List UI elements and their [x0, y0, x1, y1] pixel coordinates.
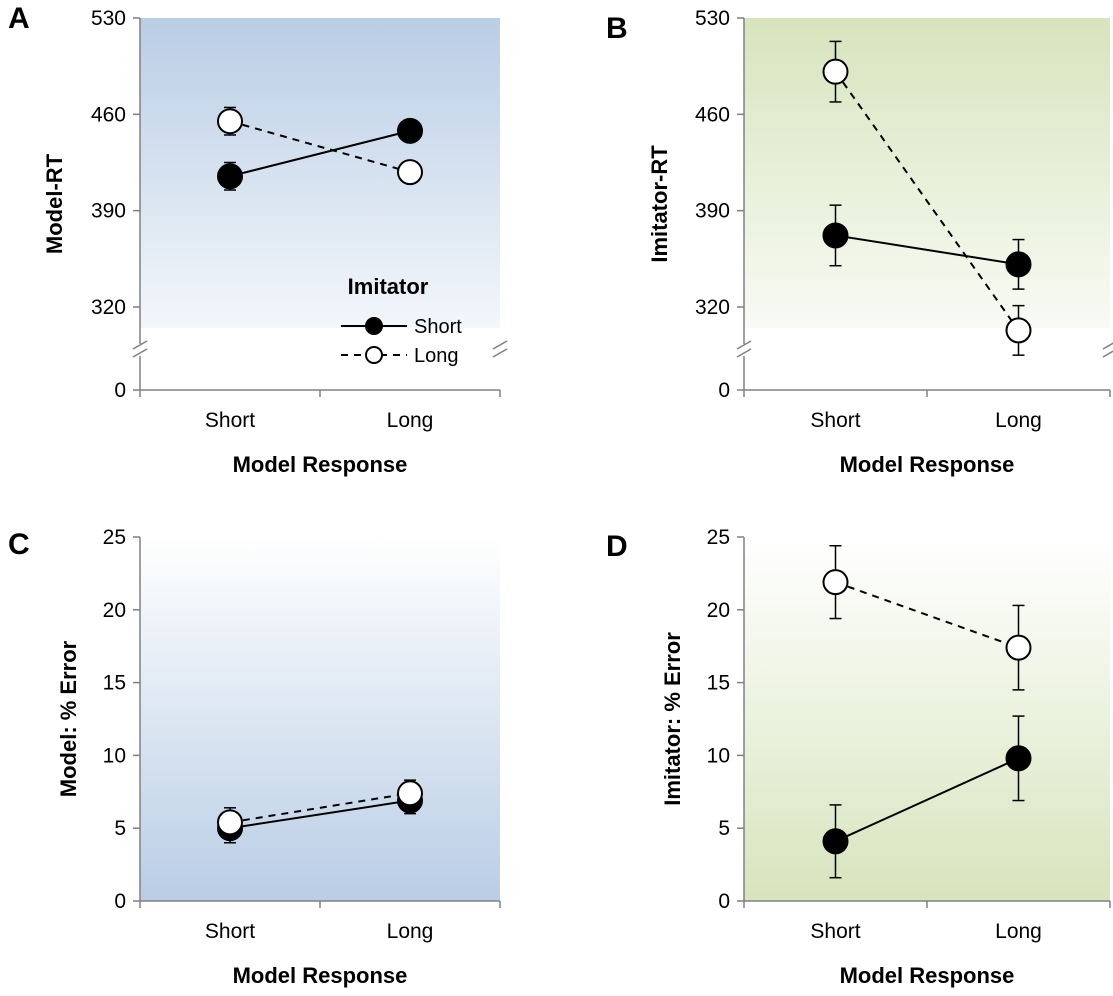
y-tick-label: 0 — [718, 890, 730, 913]
data-point — [217, 163, 243, 190]
y-tick-label: 0 — [114, 890, 126, 913]
legend-title: Imitator — [348, 274, 429, 299]
x-tick-label: Long — [995, 920, 1042, 943]
axis-break-mark — [736, 348, 752, 358]
y-axis-title: Imitator-RT — [647, 145, 672, 263]
x-tick-label: Short — [810, 920, 860, 943]
axis-break-mark — [132, 348, 148, 358]
series-line — [229, 792, 411, 824]
series-line — [229, 120, 411, 174]
x-axis-title: Model Response — [840, 963, 1015, 988]
y-tick-label: 390 — [91, 200, 126, 223]
data-point — [822, 222, 849, 249]
y-axis-title: Imitator: % Error — [660, 632, 685, 806]
data-point — [1005, 634, 1032, 661]
series-short — [829, 204, 1025, 290]
y-tick-label: 460 — [91, 103, 126, 126]
y-tick-label: 0 — [718, 379, 730, 402]
panel-c: 0 5 10 15 20 25 Short Long Model Response Model: … — [8, 526, 501, 988]
series-line — [834, 71, 1020, 331]
x-tick-label: Long — [387, 409, 434, 432]
data-point — [1005, 251, 1032, 278]
x-axis-title: Model Response — [840, 452, 1015, 477]
y-tick-label: 320 — [695, 296, 730, 319]
y-tick-label: 20 — [707, 599, 730, 622]
y-tick-label: 460 — [695, 103, 730, 126]
data-point — [397, 159, 423, 186]
y-axis-title: Model-RT — [42, 153, 67, 254]
series-line — [835, 234, 1019, 266]
legend-marker-long — [365, 346, 383, 364]
panel-d: 0 5 10 15 20 25 Short Long Model Response Imitato… — [606, 526, 1111, 988]
panel-letter: C — [8, 528, 30, 561]
y-tick-label: 15 — [707, 672, 730, 695]
legend-label-short: Short — [414, 316, 462, 338]
series-line — [835, 581, 1019, 649]
panel-b: 0 320 390 460 530 Short Long Model Response Imit… — [606, 7, 1113, 477]
y-tick-label: 530 — [695, 7, 730, 30]
y-tick-label: 530 — [91, 7, 126, 30]
series-line — [835, 757, 1019, 843]
data-point — [822, 569, 849, 596]
data-point — [1005, 317, 1032, 344]
axis-break-mark — [736, 340, 752, 350]
series-line — [229, 799, 411, 830]
plot-background — [140, 537, 500, 901]
axis-break-band — [140, 328, 500, 390]
series-line — [229, 129, 411, 178]
x-axis-title: Model Response — [233, 963, 408, 988]
axis-break-band — [744, 328, 1110, 390]
y-tick-label: 20 — [103, 599, 126, 622]
panel-a: 0 320 390 460 530 Short Long Model Response Mode… — [8, 2, 508, 477]
y-tick-label: 10 — [103, 744, 126, 767]
panel-letter: B — [606, 12, 628, 45]
x-tick-label: Short — [810, 409, 860, 432]
y-tick-label: 0 — [114, 379, 126, 402]
data-point — [397, 117, 423, 144]
x-axis-title: Model Response — [233, 452, 408, 477]
y-tick-label: 25 — [103, 526, 126, 549]
y-tick-label: 10 — [707, 744, 730, 767]
panel-letter: D — [606, 530, 628, 563]
axis-break-mark — [1102, 342, 1113, 350]
axis-break-mark — [132, 340, 148, 350]
panel-letter: A — [8, 2, 30, 35]
data-point — [217, 108, 243, 135]
y-tick-label: 320 — [91, 296, 126, 319]
axis-break-mark — [1102, 350, 1113, 358]
x-tick-label: Long — [995, 409, 1042, 432]
data-point — [397, 780, 423, 807]
y-axis-title: Model: % Error — [56, 640, 81, 797]
data-point — [217, 809, 243, 836]
data-point — [822, 58, 849, 85]
y-tick-label: 5 — [114, 817, 126, 840]
y-tick-label: 5 — [718, 817, 730, 840]
legend-marker-short — [365, 317, 383, 335]
legend: Imitator Short Long — [341, 274, 462, 367]
axis-break-mark — [492, 340, 508, 350]
x-tick-label: Long — [387, 920, 434, 943]
y-tick-label: 15 — [103, 672, 126, 695]
y-tick-label: 390 — [695, 200, 730, 223]
x-tick-label: Short — [205, 920, 255, 943]
data-point — [822, 828, 849, 855]
plot-background — [744, 537, 1110, 901]
x-tick-label: Short — [205, 409, 255, 432]
axis-break-mark — [492, 348, 508, 358]
legend-label-long: Long — [414, 345, 459, 367]
data-point — [1005, 745, 1032, 772]
y-tick-label: 25 — [707, 526, 730, 549]
